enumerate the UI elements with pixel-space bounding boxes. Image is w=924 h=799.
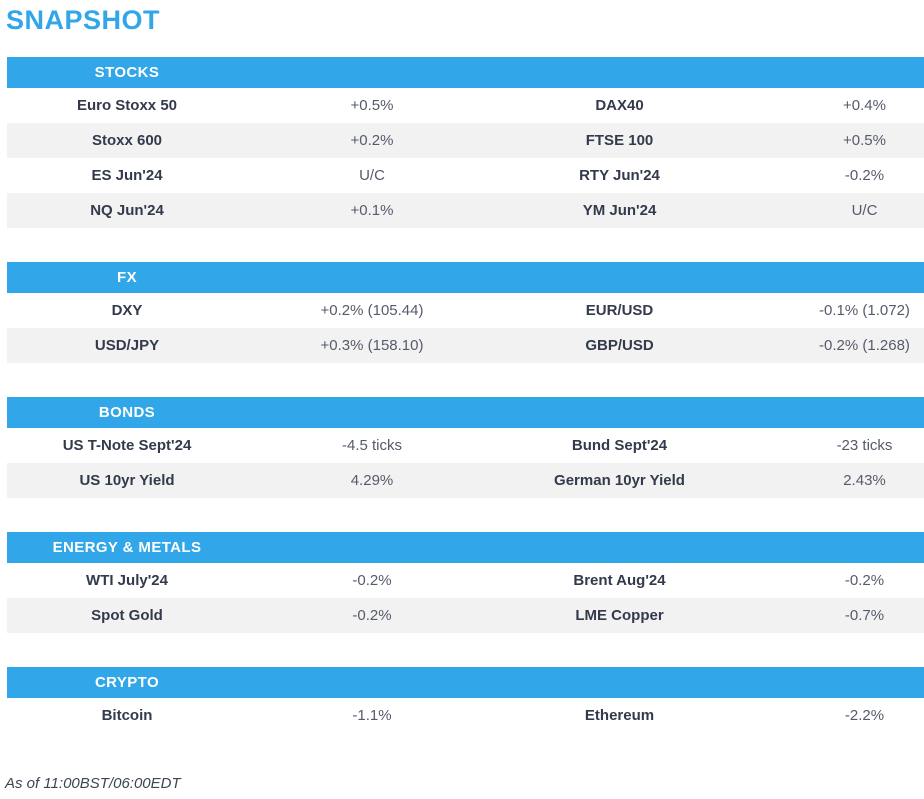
instrument-value: +0.1% bbox=[350, 202, 394, 219]
instrument-value: +0.5% bbox=[843, 132, 886, 149]
instrument-value: -0.7% bbox=[844, 607, 885, 624]
instrument-name: EUR/USD bbox=[585, 302, 654, 319]
instrument-name: German 10yr Yield bbox=[554, 472, 685, 489]
page-title: SNAPSHOT bbox=[6, 5, 161, 35]
instrument-name: US T-Note Sept'24 bbox=[62, 437, 192, 454]
instrument-name: Bund Sept'24 bbox=[571, 437, 668, 454]
instrument-name: Brent Aug'24 bbox=[573, 572, 666, 589]
instrument-value: +0.2% (105.44) bbox=[320, 302, 424, 319]
section-title: FX bbox=[117, 269, 137, 286]
instrument-name: ES Jun'24 bbox=[91, 167, 163, 184]
instrument-name: USD/JPY bbox=[94, 337, 160, 354]
instrument-value: +0.4% bbox=[843, 97, 886, 114]
instrument-name: YM Jun'24 bbox=[582, 202, 657, 219]
instrument-name: DXY bbox=[111, 302, 143, 319]
table-row: Bitcoin -1.1% Ethereum -2.2% bbox=[7, 698, 924, 733]
market-snapshot-report: SNAPSHOT STOCKS Euro Stoxx 50 +0.5% DAX40 +0… bbox=[0, 4, 924, 792]
section-title: STOCKS bbox=[94, 64, 160, 81]
instrument-value: -23 ticks bbox=[836, 437, 893, 454]
instrument-value: -0.1% (1.072) bbox=[819, 302, 910, 319]
instrument-value: +0.3% (158.10) bbox=[320, 337, 424, 354]
instrument-name: DAX40 bbox=[595, 97, 644, 114]
section-title: CRYPTO bbox=[94, 674, 160, 691]
section-title: BONDS bbox=[98, 404, 156, 421]
instrument-name: WTI July'24 bbox=[86, 572, 168, 589]
table-row: Euro Stoxx 50 +0.5% DAX40 +0.4% bbox=[7, 88, 924, 123]
instrument-value: U/C bbox=[359, 167, 385, 184]
as-of-timestamp: As of 11:00BST/06:00EDT bbox=[5, 775, 181, 792]
instrument-value: 4.29% bbox=[350, 472, 394, 489]
section-header: FX bbox=[7, 262, 924, 293]
instrument-value: -0.2% (1.268) bbox=[819, 337, 910, 354]
instrument-value: +0.2% bbox=[350, 132, 394, 149]
instrument-name: Ethereum bbox=[584, 707, 655, 724]
instrument-name: LME Copper bbox=[575, 607, 664, 624]
instrument-value: -1.1% bbox=[352, 707, 392, 724]
instrument-value: -4.5 ticks bbox=[341, 437, 402, 454]
instrument-name: RTY Jun'24 bbox=[579, 167, 660, 184]
table-row: NQ Jun'24 +0.1% YM Jun'24 U/C bbox=[7, 193, 924, 228]
table-row: US 10yr Yield 4.29% German 10yr Yield 2.43% bbox=[7, 463, 924, 498]
section-crypto: CRYPTO Bitcoin -1.1% Ethereum -2.2% bbox=[7, 667, 924, 733]
section-header: BONDS bbox=[7, 397, 924, 428]
instrument-value: 2.43% bbox=[843, 472, 886, 489]
instrument-value: U/C bbox=[851, 202, 878, 219]
section-header: STOCKS bbox=[7, 57, 924, 88]
section-title: ENERGY & METALS bbox=[52, 539, 202, 556]
section-bonds: BONDS US T-Note Sept'24 -4.5 ticks Bund Sep… bbox=[7, 397, 924, 498]
instrument-name: Bitcoin bbox=[101, 707, 153, 724]
section-energy-metals: ENERGY & METALS WTI July'24 -0.2% Brent Aug… bbox=[7, 532, 924, 633]
section-fx: FX DXY +0.2% (105.44) EUR/USD -0.1% (1.072) U… bbox=[7, 262, 924, 363]
table-row: USD/JPY +0.3% (158.10) GBP/USD -0.2% (1.268… bbox=[7, 328, 924, 363]
instrument-value: -0.2% bbox=[844, 572, 885, 589]
instrument-value: +0.5% bbox=[350, 97, 394, 114]
table-row: DXY +0.2% (105.44) EUR/USD -0.1% (1.072) bbox=[7, 293, 924, 328]
section-header: CRYPTO bbox=[7, 667, 924, 698]
table-row: ES Jun'24 U/C RTY Jun'24 -0.2% bbox=[7, 158, 924, 193]
table-row: WTI July'24 -0.2% Brent Aug'24 -0.2% bbox=[7, 563, 924, 598]
instrument-name: Euro Stoxx 50 bbox=[76, 97, 178, 114]
instrument-name: GBP/USD bbox=[585, 337, 654, 354]
table-row: US T-Note Sept'24 -4.5 ticks Bund Sept'24 -… bbox=[7, 428, 924, 463]
table-row: Stoxx 600 +0.2% FTSE 100 +0.5% bbox=[7, 123, 924, 158]
sections-container: STOCKS Euro Stoxx 50 +0.5% DAX40 +0.4% Stoxx … bbox=[0, 57, 924, 733]
instrument-name: FTSE 100 bbox=[585, 132, 654, 149]
instrument-value: -0.2% bbox=[352, 607, 392, 624]
instrument-name: US 10yr Yield bbox=[79, 472, 175, 489]
section-header: ENERGY & METALS bbox=[7, 532, 924, 563]
table-row: Spot Gold -0.2% LME Copper -0.7% bbox=[7, 598, 924, 633]
instrument-value: -0.2% bbox=[844, 167, 885, 184]
section-stocks: STOCKS Euro Stoxx 50 +0.5% DAX40 +0.4% Stoxx … bbox=[7, 57, 924, 228]
instrument-name: Spot Gold bbox=[91, 607, 163, 624]
instrument-value: -0.2% bbox=[352, 572, 392, 589]
instrument-name: NQ Jun'24 bbox=[90, 202, 164, 219]
instrument-name: Stoxx 600 bbox=[91, 132, 163, 149]
instrument-value: -2.2% bbox=[844, 707, 885, 724]
